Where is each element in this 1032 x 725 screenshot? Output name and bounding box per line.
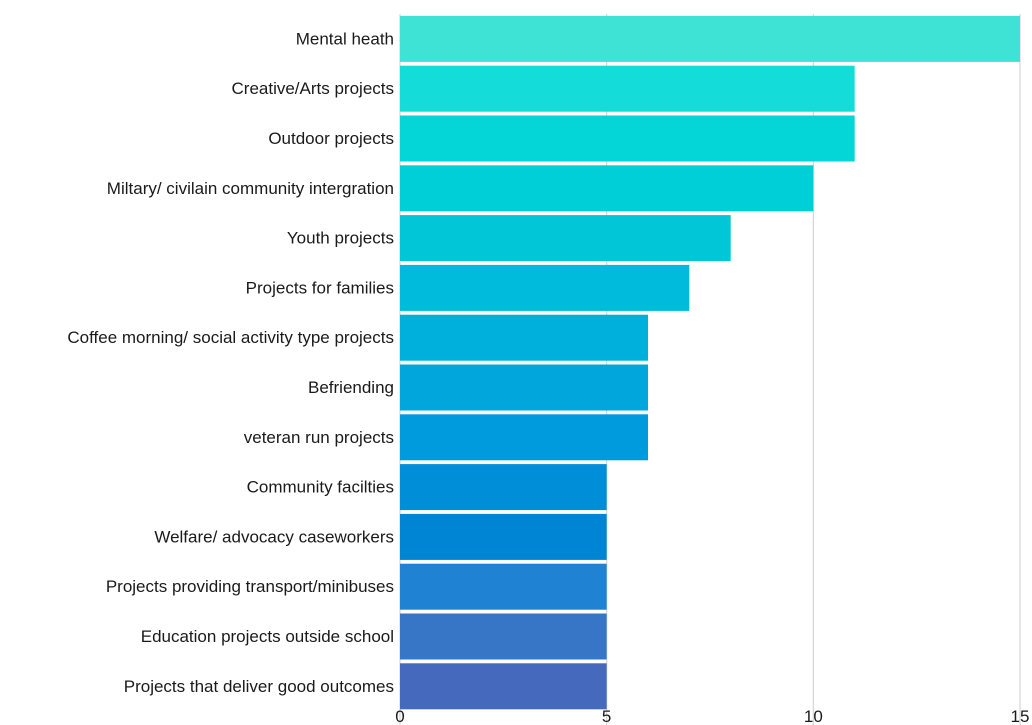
category-label: Welfare/ advocacy caseworkers bbox=[154, 527, 394, 546]
bar bbox=[400, 165, 814, 212]
bar bbox=[400, 563, 607, 610]
category-label: Miltary/ civilain community intergration bbox=[107, 179, 394, 198]
category-label: Mental heath bbox=[296, 29, 394, 48]
x-axis-ticks: 0 5 10 15 bbox=[395, 707, 1029, 725]
x-tick-label: 0 bbox=[395, 707, 404, 725]
bar bbox=[400, 15, 1020, 62]
bar bbox=[400, 663, 607, 710]
bar bbox=[400, 65, 855, 112]
category-label: veteran run projects bbox=[244, 428, 394, 447]
category-label: Outdoor projects bbox=[268, 129, 394, 148]
category-label: Coffee morning/ social activity type pro… bbox=[67, 328, 394, 347]
category-label: Community facilties bbox=[247, 478, 394, 497]
x-tick-label: 10 bbox=[804, 707, 823, 725]
category-label: Youth projects bbox=[287, 229, 394, 248]
category-label: Befriending bbox=[308, 378, 394, 397]
bar bbox=[400, 613, 607, 660]
bar bbox=[400, 314, 648, 361]
bar bbox=[400, 464, 607, 511]
bar bbox=[400, 364, 648, 411]
bar bbox=[400, 215, 731, 262]
bars bbox=[400, 15, 1020, 710]
bar bbox=[400, 264, 690, 311]
category-label: Projects providing transport/minibuses bbox=[106, 577, 394, 596]
bar bbox=[400, 414, 648, 461]
category-label: Creative/Arts projects bbox=[232, 79, 395, 98]
category-label: Projects that deliver good outcomes bbox=[124, 677, 394, 696]
category-label: Education projects outside school bbox=[141, 627, 394, 646]
bar bbox=[400, 513, 607, 560]
bar bbox=[400, 115, 855, 162]
category-labels: Mental heath Creative/Arts projects Outdoo… bbox=[67, 29, 394, 695]
x-tick-label: 15 bbox=[1011, 707, 1030, 725]
category-label: Projects for families bbox=[246, 278, 394, 297]
x-tick-label: 5 bbox=[602, 707, 611, 725]
